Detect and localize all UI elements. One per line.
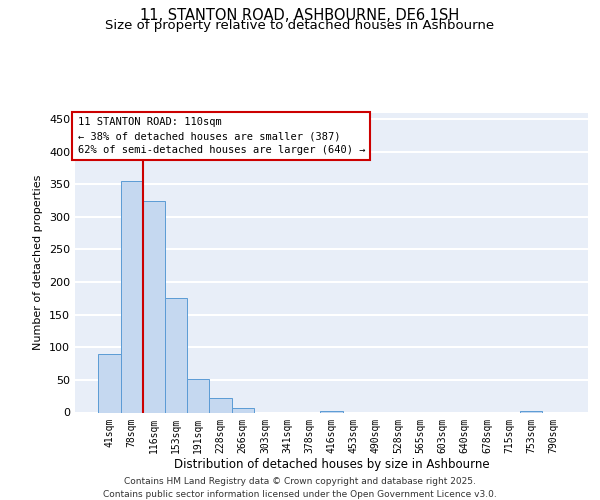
Text: 11 STANTON ROAD: 110sqm
← 38% of detached houses are smaller (387)
62% of semi-d: 11 STANTON ROAD: 110sqm ← 38% of detache… <box>77 117 365 155</box>
Text: 11, STANTON ROAD, ASHBOURNE, DE6 1SH: 11, STANTON ROAD, ASHBOURNE, DE6 1SH <box>140 8 460 22</box>
Bar <box>187 378 209 412</box>
Y-axis label: Number of detached properties: Number of detached properties <box>34 175 43 350</box>
Bar <box>320 410 343 412</box>
Text: Contains HM Land Registry data © Crown copyright and database right 2025.
Contai: Contains HM Land Registry data © Crown c… <box>103 477 497 499</box>
X-axis label: Distribution of detached houses by size in Ashbourne: Distribution of detached houses by size … <box>173 458 490 471</box>
Bar <box>165 298 187 412</box>
Bar <box>520 411 542 412</box>
Bar <box>232 408 254 412</box>
Bar <box>143 200 165 412</box>
Bar <box>121 181 143 412</box>
Text: Size of property relative to detached houses in Ashbourne: Size of property relative to detached ho… <box>106 19 494 32</box>
Bar <box>98 354 121 412</box>
Bar <box>209 398 232 412</box>
